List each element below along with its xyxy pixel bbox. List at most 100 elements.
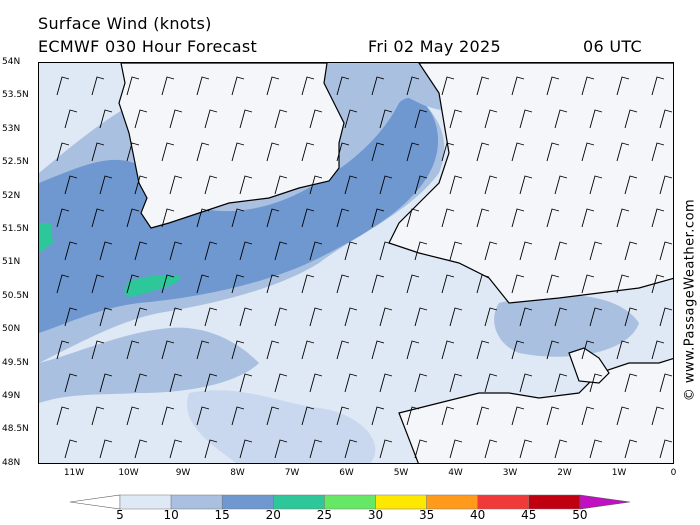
wind-barb — [204, 109, 218, 129]
lat-label: 49.5N — [2, 357, 29, 368]
legend-colorbar — [69, 494, 631, 510]
wind-barb — [344, 241, 358, 261]
wind-barb — [64, 439, 78, 459]
wind-barb — [581, 406, 595, 426]
wind-barb — [126, 406, 140, 426]
wind-barb — [266, 76, 280, 96]
wind-barb — [134, 241, 148, 261]
wind-barb — [519, 439, 533, 459]
wind-barb — [301, 142, 315, 162]
wind-barb — [484, 373, 498, 393]
wind-barb — [624, 175, 638, 195]
wind-barb — [274, 439, 288, 459]
legend-tick-label: 25 — [316, 508, 333, 522]
lon-label: 0 — [670, 468, 677, 478]
wind-barb — [196, 406, 210, 426]
wind-map[interactable] — [38, 62, 674, 464]
wind-barb — [266, 340, 280, 360]
legend-tick-label: 50 — [572, 508, 588, 522]
wind-barb — [301, 76, 315, 96]
wind-barb — [441, 274, 455, 294]
wind-barb — [624, 307, 638, 327]
wind-barb — [231, 406, 245, 426]
wind-barb — [659, 109, 673, 129]
wind-barb — [546, 142, 560, 162]
wind-barb — [274, 241, 288, 261]
wind-barb — [134, 109, 148, 129]
wind-barb — [484, 175, 498, 195]
wind-barb — [449, 109, 463, 129]
wind-barb — [449, 307, 463, 327]
legend-tick-label: 5 — [116, 508, 124, 522]
wind-barb — [414, 373, 428, 393]
wind-barb — [239, 307, 253, 327]
wind-barb — [336, 76, 350, 96]
wind-barb — [554, 439, 568, 459]
legend-tick-label: 35 — [418, 508, 435, 522]
wind-barb — [91, 406, 105, 426]
wind-barb — [309, 241, 323, 261]
legend-cell — [119, 494, 172, 510]
wind-barb — [266, 208, 280, 228]
wind-barb — [659, 241, 673, 261]
wind-barb — [56, 406, 70, 426]
wind-barb — [239, 175, 253, 195]
wind-barb — [274, 175, 288, 195]
wind-barb — [589, 109, 603, 129]
wind-barb — [511, 76, 525, 96]
wind-barb — [441, 340, 455, 360]
legend-cell — [273, 494, 325, 510]
wind-barb — [484, 307, 498, 327]
wind-barb — [659, 175, 673, 195]
legend-cell — [426, 494, 478, 510]
wind-barb — [554, 373, 568, 393]
wind-barb — [336, 406, 350, 426]
wind-barb — [231, 208, 245, 228]
wind-barb — [616, 76, 630, 96]
wind-barb — [476, 142, 490, 162]
wind-barb — [126, 340, 140, 360]
wind-barb — [266, 274, 280, 294]
wind-barb — [616, 340, 630, 360]
wind-barb — [161, 340, 175, 360]
wind-barb — [301, 274, 315, 294]
wind-barb — [651, 406, 665, 426]
wind-barb — [91, 208, 105, 228]
wind-barb — [239, 439, 253, 459]
wind-barb — [519, 373, 533, 393]
wind-barb — [406, 406, 420, 426]
wind-barb — [371, 208, 385, 228]
wind-barb — [204, 307, 218, 327]
wind-barb — [196, 274, 210, 294]
wind-barb — [554, 307, 568, 327]
wind-barb — [511, 340, 525, 360]
wind-barb — [449, 241, 463, 261]
wind-barb — [301, 208, 315, 228]
wind-barb — [126, 274, 140, 294]
wind-barb — [64, 175, 78, 195]
wind-barb — [309, 109, 323, 129]
lat-label: 51N — [2, 257, 21, 268]
wind-barb — [336, 142, 350, 162]
wind-barb — [274, 307, 288, 327]
brittany-coast — [398, 357, 673, 463]
wind-barb — [616, 208, 630, 228]
wind-barb — [554, 241, 568, 261]
wind-barb — [371, 340, 385, 360]
wind-barb — [239, 109, 253, 129]
wind-barb — [64, 241, 78, 261]
wind-barb — [519, 109, 533, 129]
wind-barb — [616, 406, 630, 426]
lon-label: 6W — [339, 468, 354, 478]
wind-barb — [414, 307, 428, 327]
wind-barb — [336, 208, 350, 228]
valid-time: 06 UTC — [583, 37, 642, 56]
wind-barb — [196, 208, 210, 228]
wind-barb — [169, 307, 183, 327]
wind-barb — [581, 208, 595, 228]
wind-barb — [309, 373, 323, 393]
wind-barb — [91, 274, 105, 294]
wind-barb — [204, 175, 218, 195]
wind-barb — [169, 439, 183, 459]
lon-label: 7W — [284, 468, 300, 478]
